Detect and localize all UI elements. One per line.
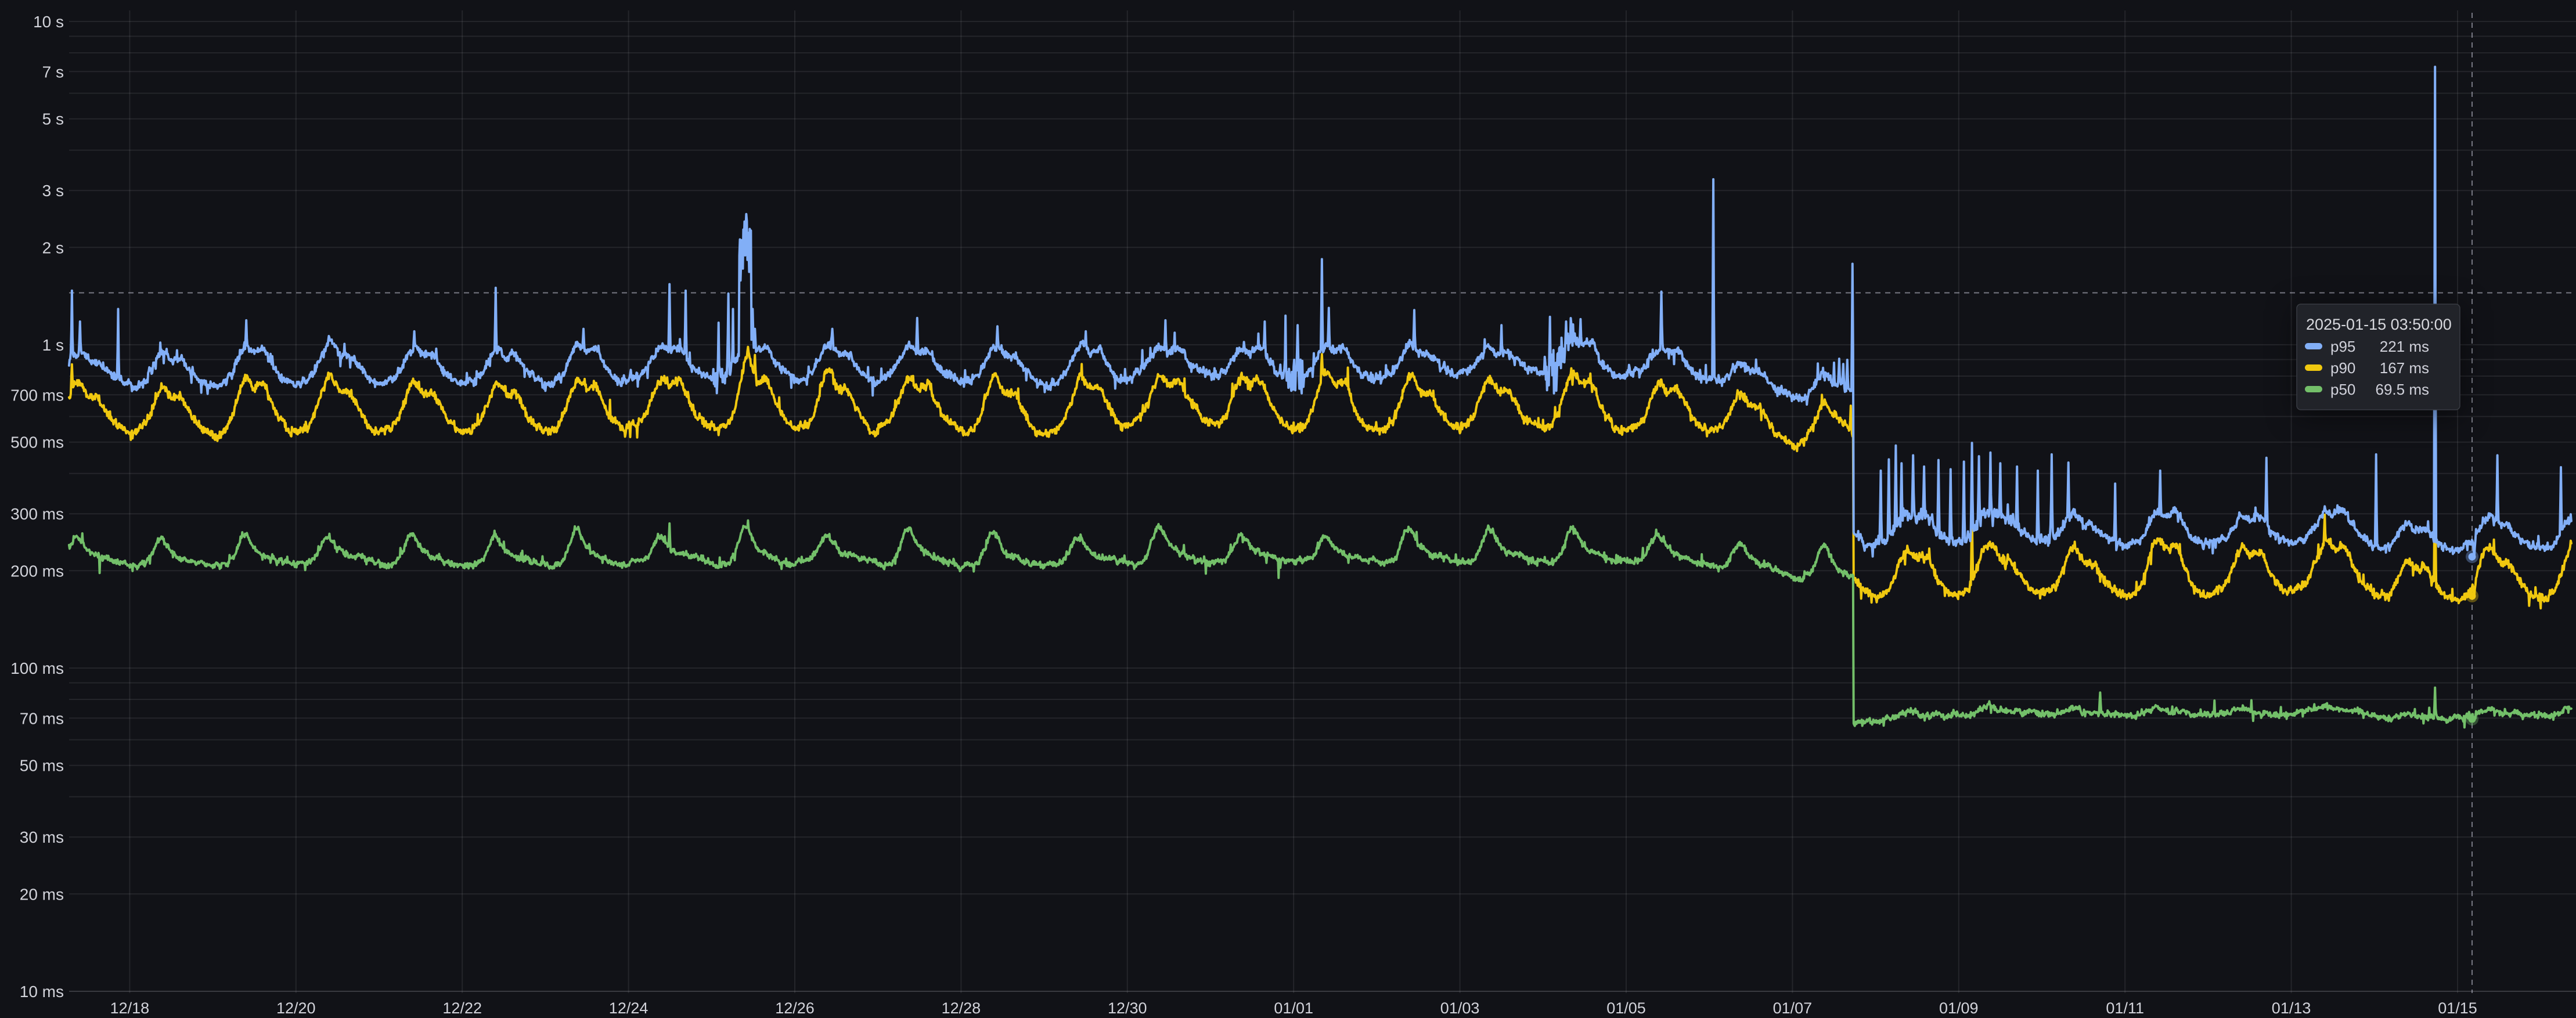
svg-text:300 ms: 300 ms bbox=[10, 505, 64, 523]
svg-text:01/03: 01/03 bbox=[1440, 999, 1480, 1017]
svg-text:12/30: 12/30 bbox=[1108, 999, 1147, 1017]
svg-text:500 ms: 500 ms bbox=[10, 434, 64, 452]
svg-text:2 s: 2 s bbox=[42, 239, 64, 257]
svg-text:1 s: 1 s bbox=[42, 336, 64, 354]
svg-text:10 s: 10 s bbox=[33, 13, 64, 31]
svg-text:20 ms: 20 ms bbox=[20, 885, 64, 903]
svg-text:12/20: 12/20 bbox=[276, 999, 316, 1017]
svg-text:12/26: 12/26 bbox=[775, 999, 815, 1017]
svg-text:01/11: 01/11 bbox=[2106, 999, 2144, 1017]
svg-text:p50: p50 bbox=[2330, 381, 2355, 398]
svg-text:167 ms: 167 ms bbox=[2380, 359, 2429, 377]
svg-text:50 ms: 50 ms bbox=[20, 757, 64, 775]
svg-text:12/28: 12/28 bbox=[942, 999, 981, 1017]
svg-text:7 s: 7 s bbox=[42, 63, 64, 81]
svg-text:01/07: 01/07 bbox=[1773, 999, 1813, 1017]
svg-text:01/13: 01/13 bbox=[2272, 999, 2311, 1017]
svg-text:p90: p90 bbox=[2330, 359, 2355, 377]
svg-text:01/01: 01/01 bbox=[1274, 999, 1313, 1017]
svg-text:30 ms: 30 ms bbox=[20, 828, 64, 846]
svg-text:01/05: 01/05 bbox=[1606, 999, 1646, 1017]
svg-text:70 ms: 70 ms bbox=[20, 709, 64, 727]
svg-text:5 s: 5 s bbox=[42, 110, 64, 128]
svg-text:12/24: 12/24 bbox=[609, 999, 648, 1017]
svg-text:10 ms: 10 ms bbox=[20, 983, 64, 1001]
svg-text:3 s: 3 s bbox=[42, 182, 64, 200]
svg-text:100 ms: 100 ms bbox=[10, 659, 64, 677]
svg-text:12/18: 12/18 bbox=[110, 999, 150, 1017]
svg-text:12/22: 12/22 bbox=[442, 999, 482, 1017]
svg-text:700 ms: 700 ms bbox=[10, 386, 64, 404]
svg-text:69.5 ms: 69.5 ms bbox=[2376, 381, 2430, 398]
svg-text:p95: p95 bbox=[2330, 338, 2355, 355]
svg-text:200 ms: 200 ms bbox=[10, 562, 64, 580]
svg-text:221 ms: 221 ms bbox=[2380, 338, 2429, 355]
svg-text:01/15: 01/15 bbox=[2438, 999, 2477, 1017]
svg-text:2025-01-15 03:50:00: 2025-01-15 03:50:00 bbox=[2306, 316, 2452, 333]
svg-text:01/09: 01/09 bbox=[1939, 999, 1979, 1017]
